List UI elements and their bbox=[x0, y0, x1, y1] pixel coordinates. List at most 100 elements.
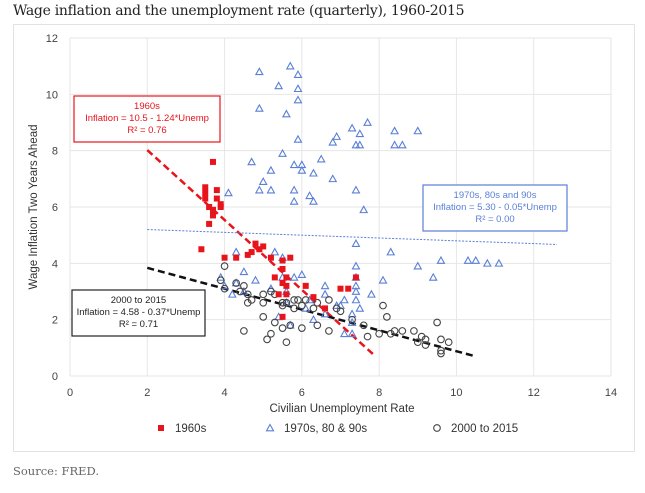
data-point-triangle bbox=[251, 275, 260, 284]
data-point-triangle bbox=[328, 137, 338, 146]
data-point-triangle bbox=[293, 134, 303, 143]
data-point-triangle bbox=[297, 269, 307, 278]
y-tick-label: 6 bbox=[52, 202, 58, 214]
data-point-circle bbox=[301, 296, 310, 304]
data-point-circle bbox=[259, 298, 268, 307]
data-point-circle bbox=[433, 318, 441, 327]
y-tick-label: 4 bbox=[52, 258, 58, 270]
data-point-circle bbox=[386, 329, 395, 338]
data-point-square bbox=[322, 305, 329, 312]
data-point-circle bbox=[294, 296, 302, 304]
data-point-triangle bbox=[351, 286, 361, 295]
data-point-circle bbox=[290, 304, 298, 313]
annotation-line: R² = 0.76 bbox=[127, 125, 166, 136]
data-point-circle bbox=[216, 276, 225, 285]
data-point-circle bbox=[375, 329, 383, 338]
data-point-circle bbox=[290, 296, 298, 304]
data-point-triangle bbox=[463, 255, 473, 264]
data-point-triangle bbox=[386, 247, 396, 256]
x-axis-label: Civilian Unemployment Rate bbox=[269, 403, 414, 415]
data-point-circle bbox=[240, 282, 248, 290]
data-point-triangle bbox=[247, 157, 257, 166]
data-point-square bbox=[260, 243, 267, 250]
data-point-circle bbox=[437, 349, 445, 358]
data-point-triangle bbox=[359, 205, 369, 214]
y-axis-ticks: 0 2 4 6 8 10 12 bbox=[46, 33, 58, 383]
legend-marker-circle bbox=[433, 424, 441, 432]
data-point-square bbox=[209, 158, 216, 165]
y-tick-label: 8 bbox=[52, 146, 58, 158]
data-point-circle bbox=[267, 329, 275, 338]
data-point-circle bbox=[259, 313, 268, 321]
data-point-triangle bbox=[397, 140, 407, 149]
data-point-triangle bbox=[289, 196, 299, 205]
data-point-triangle bbox=[320, 281, 330, 290]
data-point-circle bbox=[313, 321, 322, 330]
data-point-triangle bbox=[309, 196, 318, 205]
legend-item: 2000 to 2015 bbox=[433, 423, 518, 435]
data-point-circle bbox=[383, 313, 391, 321]
data-point-square bbox=[202, 184, 209, 191]
data-point-circle bbox=[220, 284, 229, 293]
data-point-circle bbox=[263, 335, 271, 344]
data-point-triangle bbox=[297, 165, 307, 174]
data-point-square bbox=[202, 189, 209, 196]
data-point-triangle bbox=[332, 131, 342, 140]
data-point-square bbox=[209, 212, 216, 219]
data-point-triangle bbox=[281, 109, 291, 118]
data-points bbox=[198, 61, 504, 358]
data-point-circle bbox=[421, 341, 430, 349]
data-point-triangle bbox=[293, 84, 303, 93]
data-point-circle bbox=[398, 327, 407, 335]
data-point-square bbox=[198, 246, 205, 253]
data-point-triangle bbox=[309, 315, 318, 324]
data-point-triangle bbox=[428, 272, 438, 281]
data-point-square bbox=[287, 254, 294, 261]
x-tick-label: 6 bbox=[299, 387, 305, 399]
annotation-line: R² = 0.00 bbox=[475, 214, 514, 225]
data-point-circle bbox=[437, 335, 445, 344]
data-point-triangle bbox=[270, 247, 280, 256]
data-point-square bbox=[213, 187, 220, 194]
data-point-square bbox=[279, 265, 286, 272]
data-point-triangle bbox=[413, 126, 423, 135]
data-point-square bbox=[271, 274, 278, 281]
data-point-triangle bbox=[285, 61, 295, 70]
data-point-circle bbox=[278, 298, 287, 307]
data-point-circle bbox=[298, 324, 306, 332]
x-tick-label: 4 bbox=[222, 387, 228, 399]
data-point-square bbox=[202, 195, 209, 202]
data-point-triangle bbox=[227, 289, 237, 298]
data-point-circle bbox=[282, 338, 291, 347]
data-point-circle bbox=[348, 315, 356, 324]
annotation-line: Inflation = 5.30 - 0.05*Unemp bbox=[433, 202, 557, 213]
data-point-triangle bbox=[266, 185, 276, 194]
data-point-triangle bbox=[390, 126, 400, 135]
data-point-triangle bbox=[351, 238, 361, 247]
data-point-square bbox=[267, 254, 274, 261]
annotation-line: Inflation = 10.5 - 1.24*Unemp bbox=[85, 113, 209, 124]
data-point-circle bbox=[313, 298, 322, 307]
data-point-triangle bbox=[293, 69, 303, 78]
data-point-circle bbox=[363, 332, 372, 341]
data-point-square bbox=[244, 251, 251, 258]
data-point-circle bbox=[298, 301, 306, 310]
data-point-square bbox=[337, 285, 344, 292]
data-point-square bbox=[221, 254, 228, 261]
legend-marker-triangle bbox=[265, 423, 275, 432]
trendline-2000-to-2015 bbox=[146, 266, 477, 358]
data-point-triangle bbox=[316, 154, 326, 163]
data-point-circle bbox=[240, 327, 248, 335]
data-point-square bbox=[256, 246, 263, 253]
data-point-circle bbox=[359, 321, 368, 330]
data-point-triangle bbox=[328, 174, 338, 183]
data-point-triangle bbox=[471, 255, 481, 264]
source-note: Source: FRED. bbox=[13, 464, 99, 478]
data-point-triangle bbox=[258, 177, 268, 185]
data-point-triangle bbox=[339, 295, 349, 304]
data-point-triangle bbox=[351, 185, 361, 194]
data-point-triangle bbox=[363, 117, 372, 126]
